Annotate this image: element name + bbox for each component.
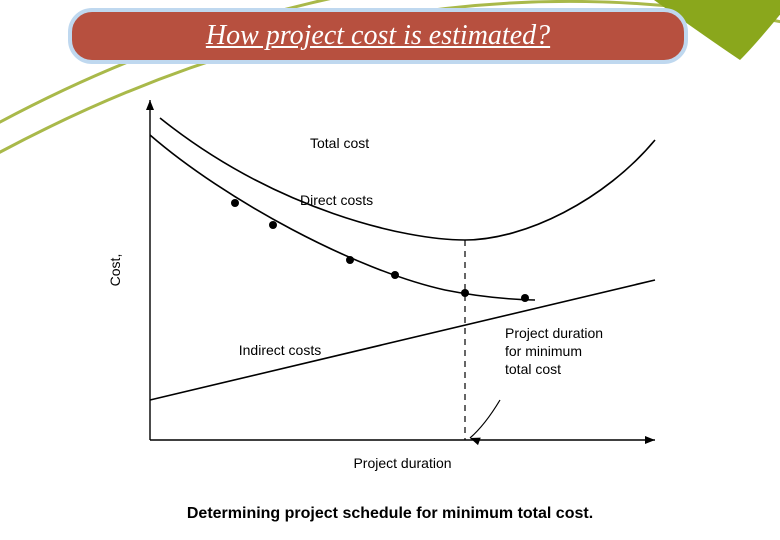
annotation-arrow [470,400,500,438]
y-axis-arrow [146,100,154,110]
x-axis-label: Project duration [353,455,451,471]
y-axis-label: Cost, [107,254,123,287]
total-cost-label: Total cost [310,135,369,151]
indirect-costs-label: Indirect costs [239,342,321,358]
cost-vs-duration-chart: Project durationCost,Indirect costsDirec… [95,80,695,480]
min-cost-annotation: for minimum [505,343,582,359]
direct-costs-marker [391,271,399,279]
figure-caption: Determining project schedule for minimum… [0,505,780,523]
min-cost-annotation: Project duration [505,325,603,341]
direct-costs-marker [231,199,239,207]
total-cost-curve [160,118,655,240]
x-axis-arrow [645,436,655,444]
annotation-arrow-head [470,438,481,446]
page-title: How project cost is estimated? [206,20,550,52]
direct-costs-marker [521,294,529,302]
direct-costs-marker [269,221,277,229]
direct-costs-marker [346,256,354,264]
min-cost-annotation: total cost [505,361,561,377]
title-bar: How project cost is estimated? [68,8,688,64]
